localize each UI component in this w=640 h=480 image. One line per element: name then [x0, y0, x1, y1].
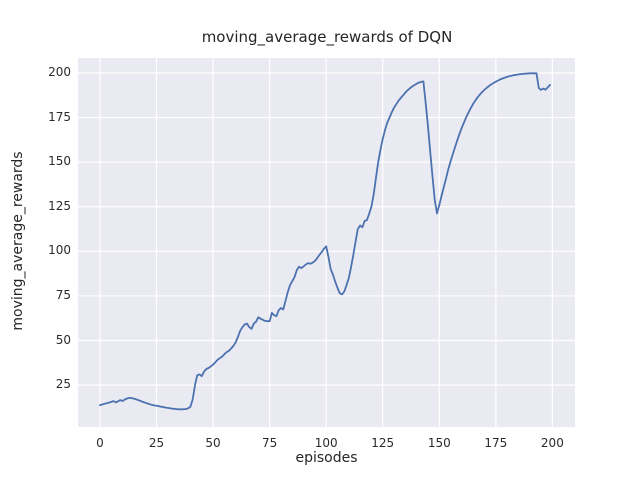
x-tick-label: 75	[261, 436, 278, 450]
y-tick-label: 50	[55, 332, 71, 347]
x-axis-label: episodes	[295, 450, 358, 466]
x-tick-label: 125	[371, 436, 395, 450]
grid-lines	[78, 58, 575, 427]
x-tick-label: 50	[205, 436, 221, 450]
x-tick-label: 175	[484, 436, 508, 450]
y-tick-label: 150	[48, 154, 71, 169]
reward-line	[99, 72, 551, 411]
y-tick-label: 200	[48, 64, 71, 79]
x-tick-label: 25	[148, 436, 165, 450]
x-tick-label: 150	[427, 436, 451, 450]
y-tick-label: 100	[48, 243, 71, 258]
chart-title: moving_average_rewards of DQN	[201, 28, 453, 46]
y-tick-label: 175	[48, 109, 71, 124]
y-tick-label: 75	[55, 287, 71, 302]
x-tick-label: 200	[540, 436, 564, 450]
x-tick-label: 0	[96, 436, 104, 450]
y-tick-label: 25	[55, 377, 71, 392]
x-tick-label: 100	[314, 436, 338, 450]
y-tick-label: 125	[48, 198, 71, 213]
